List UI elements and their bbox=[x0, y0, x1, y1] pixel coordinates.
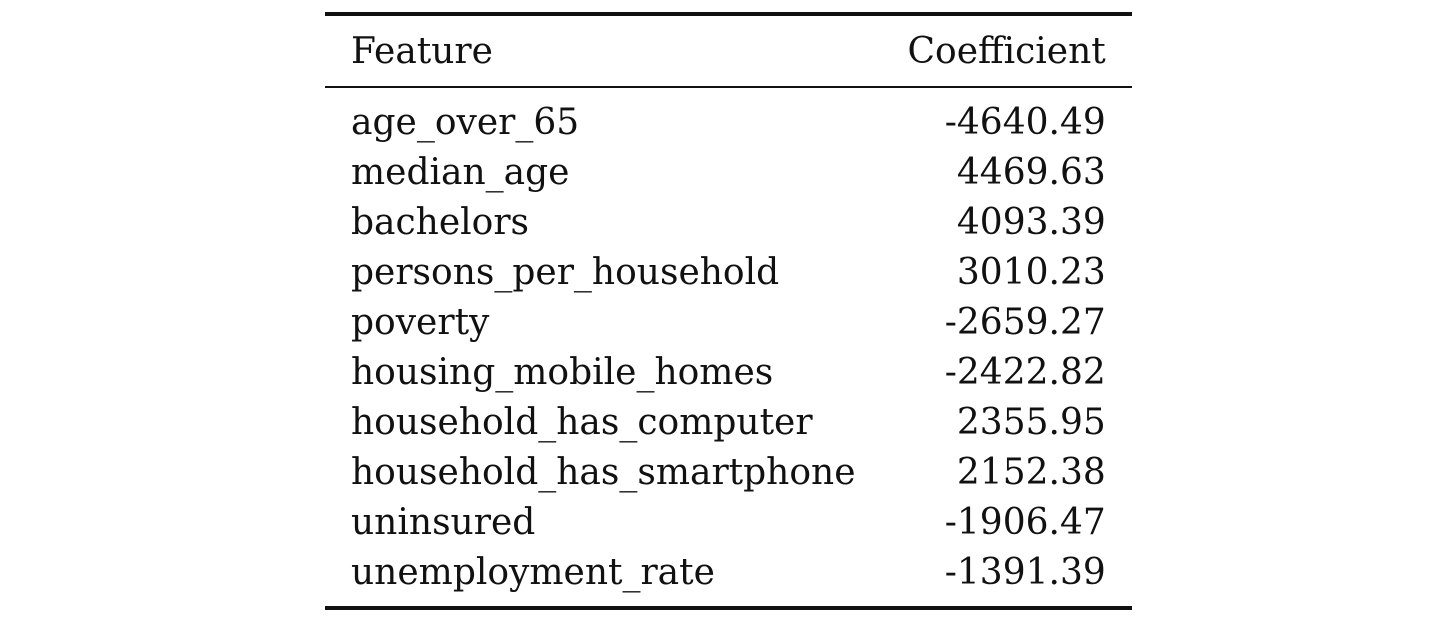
coefficient-cell: -2659.27 bbox=[944, 302, 1106, 343]
feature-cell: persons_per_household bbox=[351, 252, 780, 293]
coefficient-table: Feature Coefficient age_over_65 -4640.49… bbox=[325, 12, 1132, 610]
coefficient-cell: 4469.63 bbox=[956, 152, 1106, 193]
table-row: household_has_computer 2355.95 bbox=[325, 398, 1132, 448]
feature-cell: uninsured bbox=[351, 502, 536, 543]
table-row: uninsured -1906.47 bbox=[325, 498, 1132, 548]
feature-cell: poverty bbox=[351, 302, 490, 343]
feature-cell: household_has_smartphone bbox=[351, 452, 856, 493]
feature-cell: bachelors bbox=[351, 202, 530, 243]
coefficient-table-container: Feature Coefficient age_over_65 -4640.49… bbox=[325, 12, 1132, 610]
feature-column-header: Feature bbox=[351, 30, 493, 72]
coefficient-cell: -4640.49 bbox=[944, 102, 1106, 143]
feature-cell: age_over_65 bbox=[351, 102, 580, 143]
coefficient-cell: 2152.38 bbox=[956, 452, 1106, 493]
table-row: household_has_smartphone 2152.38 bbox=[325, 448, 1132, 498]
table-row: persons_per_household 3010.23 bbox=[325, 248, 1132, 298]
table-row: housing_mobile_homes -2422.82 bbox=[325, 348, 1132, 398]
coefficient-cell: 3010.23 bbox=[956, 252, 1106, 293]
coefficient-cell: -2422.82 bbox=[944, 352, 1106, 393]
table-body: age_over_65 -4640.49 median_age 4469.63 … bbox=[325, 87, 1132, 608]
header-row: Feature Coefficient bbox=[325, 14, 1132, 87]
feature-cell: household_has_computer bbox=[351, 402, 813, 443]
table-row: age_over_65 -4640.49 bbox=[325, 87, 1132, 148]
feature-cell: unemployment_rate bbox=[351, 552, 715, 593]
table-row: median_age 4469.63 bbox=[325, 148, 1132, 198]
table-row: unemployment_rate -1391.39 bbox=[325, 548, 1132, 608]
coefficient-column-header: Coefficient bbox=[907, 30, 1106, 72]
coefficient-cell: -1391.39 bbox=[944, 552, 1106, 593]
table-row: poverty -2659.27 bbox=[325, 298, 1132, 348]
table-row: bachelors 4093.39 bbox=[325, 198, 1132, 248]
coefficient-cell: 2355.95 bbox=[956, 402, 1106, 443]
feature-cell: median_age bbox=[351, 152, 570, 193]
table-header: Feature Coefficient bbox=[325, 14, 1132, 87]
coefficient-cell: -1906.47 bbox=[944, 502, 1106, 543]
coefficient-cell: 4093.39 bbox=[956, 202, 1106, 243]
feature-cell: housing_mobile_homes bbox=[351, 352, 774, 393]
